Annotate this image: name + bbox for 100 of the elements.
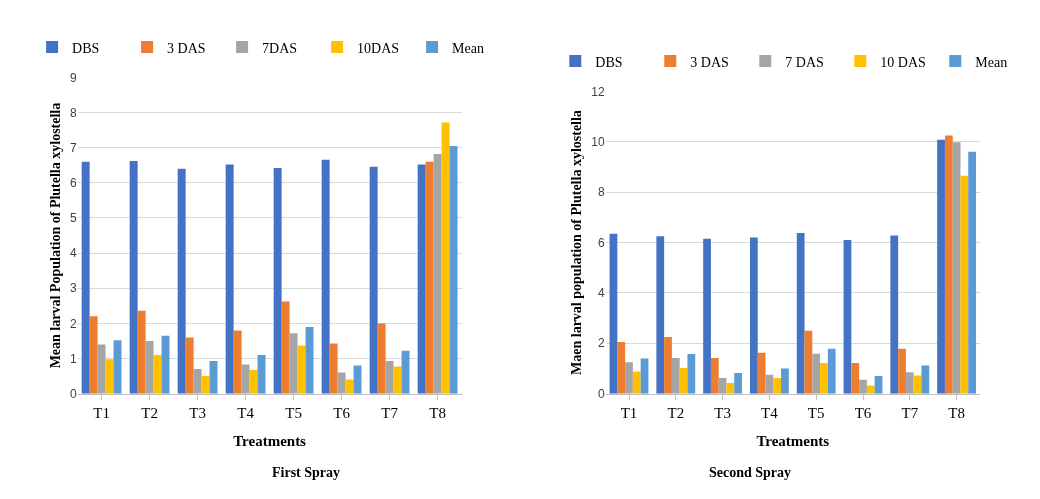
bar bbox=[905, 372, 914, 394]
x-tick-label: T4 bbox=[761, 404, 779, 421]
bar bbox=[944, 135, 953, 394]
bar bbox=[225, 164, 234, 394]
bar bbox=[281, 301, 290, 394]
bar bbox=[617, 342, 626, 394]
bar bbox=[757, 352, 766, 394]
bar bbox=[859, 379, 867, 394]
bar bbox=[687, 354, 696, 394]
bar bbox=[201, 376, 210, 394]
bar bbox=[137, 310, 146, 394]
legend-label: 7DAS bbox=[262, 40, 298, 56]
bar bbox=[153, 355, 162, 394]
bar bbox=[843, 240, 852, 394]
legend-label: 10DAS bbox=[357, 40, 400, 56]
bar bbox=[827, 348, 836, 394]
bar bbox=[401, 350, 410, 394]
x-tick-label: T8 bbox=[429, 404, 446, 421]
bar bbox=[353, 365, 362, 394]
bar bbox=[97, 344, 106, 394]
bar bbox=[656, 236, 665, 394]
bar bbox=[105, 359, 114, 394]
y-axis-title: Mean larval Population of Plutella xylostella bbox=[47, 102, 63, 369]
bar bbox=[129, 161, 138, 394]
legend-label: DBS bbox=[72, 40, 100, 56]
x-tick-label: T1 bbox=[620, 404, 638, 421]
y-tick-label: 6 bbox=[597, 235, 605, 250]
bar bbox=[749, 237, 758, 394]
x-tick-label: T1 bbox=[93, 404, 110, 421]
bar bbox=[625, 362, 633, 394]
y-tick-label: 3 bbox=[69, 281, 77, 296]
bar bbox=[113, 340, 122, 394]
bar bbox=[425, 161, 434, 394]
bar bbox=[952, 142, 961, 394]
bar bbox=[726, 383, 735, 394]
bar bbox=[161, 335, 170, 394]
y-tick-label: 4 bbox=[69, 246, 77, 261]
bar bbox=[441, 122, 450, 394]
y-tick-label: 9 bbox=[69, 70, 77, 85]
x-tick-label: T7 bbox=[901, 404, 919, 421]
bar bbox=[773, 378, 782, 394]
bar bbox=[145, 340, 154, 394]
x-tick-label: T3 bbox=[714, 404, 731, 421]
legend-label: 7 DAS bbox=[785, 54, 824, 70]
bar bbox=[209, 360, 218, 394]
y-axis-title: Maen larval population of Plutella xylostella bbox=[568, 110, 584, 375]
text: First Spray bbox=[272, 465, 341, 480]
bar bbox=[968, 151, 977, 394]
bar bbox=[385, 360, 394, 394]
bar bbox=[671, 357, 680, 394]
bar bbox=[329, 343, 338, 394]
legend-label: 10 DAS bbox=[880, 54, 926, 70]
y-tick-label: 1 bbox=[69, 351, 77, 366]
bar bbox=[937, 139, 945, 394]
y-tick-label: 8 bbox=[597, 185, 605, 200]
x-tick-label: T4 bbox=[237, 404, 255, 421]
y-tick-label: 5 bbox=[69, 211, 77, 226]
bar bbox=[851, 362, 860, 394]
bar bbox=[81, 161, 90, 394]
text: Second Spray bbox=[709, 465, 792, 480]
bar bbox=[273, 168, 282, 394]
bar bbox=[417, 164, 426, 394]
bar bbox=[289, 333, 298, 394]
bar bbox=[369, 166, 378, 394]
bar bbox=[89, 316, 98, 394]
bar bbox=[377, 323, 386, 394]
legend-label: Mean bbox=[452, 40, 484, 56]
bar bbox=[337, 372, 346, 394]
bar bbox=[241, 364, 250, 394]
bar bbox=[433, 154, 442, 394]
y-tick-label: 8 bbox=[69, 105, 77, 120]
bar bbox=[734, 373, 743, 394]
bar bbox=[297, 345, 306, 394]
bar bbox=[781, 368, 789, 394]
bar bbox=[177, 168, 186, 394]
y-tick-label: 4 bbox=[597, 286, 605, 301]
y-tick-label: 12 bbox=[591, 84, 605, 99]
legend-label: 3 DAS bbox=[690, 54, 729, 70]
legend-label: 3 DAS bbox=[167, 40, 206, 56]
bar bbox=[796, 232, 805, 394]
x-tick-label: T6 bbox=[854, 404, 872, 421]
y-tick-label: 10 bbox=[591, 134, 605, 149]
bar bbox=[703, 238, 711, 394]
y-tick-label: 7 bbox=[69, 140, 77, 155]
bar bbox=[632, 371, 641, 394]
y-tick-label: 2 bbox=[69, 316, 77, 331]
bar bbox=[257, 355, 266, 394]
bar bbox=[664, 336, 672, 394]
x-axis-title: Treatments bbox=[233, 432, 307, 449]
bar bbox=[193, 369, 202, 394]
bar bbox=[321, 159, 330, 394]
bar bbox=[820, 362, 828, 394]
bar bbox=[898, 348, 906, 394]
y-tick-label: 0 bbox=[69, 386, 77, 401]
bar bbox=[609, 233, 618, 394]
bar bbox=[449, 145, 458, 394]
x-tick-label: T3 bbox=[189, 404, 206, 421]
bar bbox=[890, 235, 899, 394]
bar bbox=[345, 379, 354, 394]
x-tick-label: T6 bbox=[333, 404, 351, 421]
